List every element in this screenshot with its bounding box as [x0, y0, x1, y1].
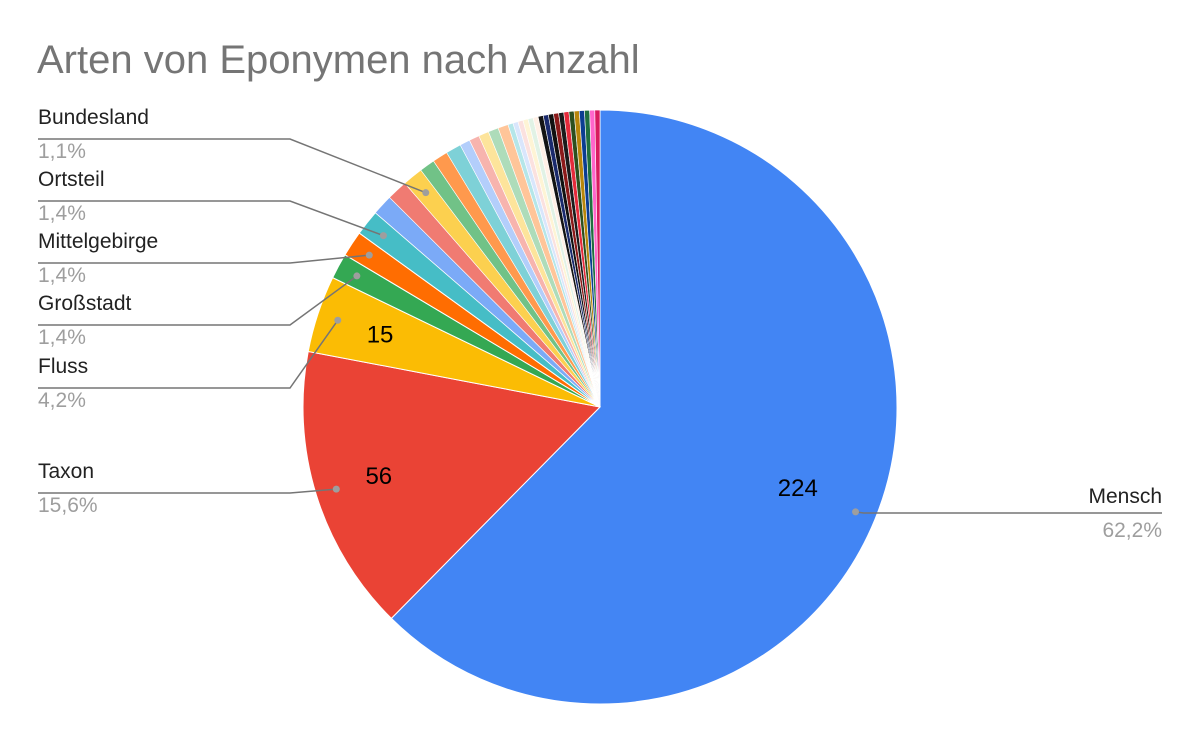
leader-dot: [334, 316, 342, 324]
leader-line: [855, 511, 1162, 514]
leader-line: [38, 254, 370, 264]
value-label: 15: [367, 321, 394, 348]
slice-label-name: Bundesland: [38, 106, 149, 129]
slice-label-name: Großstadt: [38, 292, 132, 315]
slice-label-name: Taxon: [38, 460, 94, 483]
pie-slice-taxon: [302, 350, 602, 620]
pie-slice-item-34: [594, 109, 601, 408]
value-label: 56: [365, 463, 392, 490]
leader-dot: [353, 272, 361, 280]
chart-title: Arten von Eponymen nach Anzahl: [37, 38, 640, 82]
leader-dot: [379, 232, 387, 240]
slice-label-name: Fluss: [38, 355, 88, 378]
pie-slices: [302, 109, 898, 705]
leader-dot: [422, 189, 430, 197]
slice-label-percent: 1,1%: [38, 140, 86, 163]
leader-line: [38, 275, 358, 326]
slice-label-percent: 4,2%: [38, 389, 86, 412]
slice-label-percent: 15,6%: [38, 494, 98, 517]
leader-dot: [365, 251, 373, 259]
leader-line: [38, 138, 427, 194]
slice-label-name: Mittelgebirge: [38, 230, 158, 253]
leader-line: [38, 319, 339, 389]
leader-dot: [332, 485, 340, 493]
slice-label-percent: 1,4%: [38, 326, 86, 349]
pie-slice-mensch: [390, 109, 898, 705]
leader-line: [38, 488, 337, 494]
slice-label-name: Ortsteil: [38, 168, 105, 191]
value-label: 224: [778, 475, 818, 502]
slice-label-percent: 62,2%: [1102, 519, 1162, 542]
slice-label-name: Mensch: [1088, 485, 1162, 508]
slice-label-percent: 1,4%: [38, 202, 86, 225]
leader-line: [38, 200, 384, 237]
leader-dot: [852, 508, 860, 516]
pie-labels: 224 Mensch 62,2% 56 Taxon 15,6% 15 Fluss 4,2% Gro…: [38, 106, 1162, 542]
slice-label-percent: 1,4%: [38, 264, 86, 287]
